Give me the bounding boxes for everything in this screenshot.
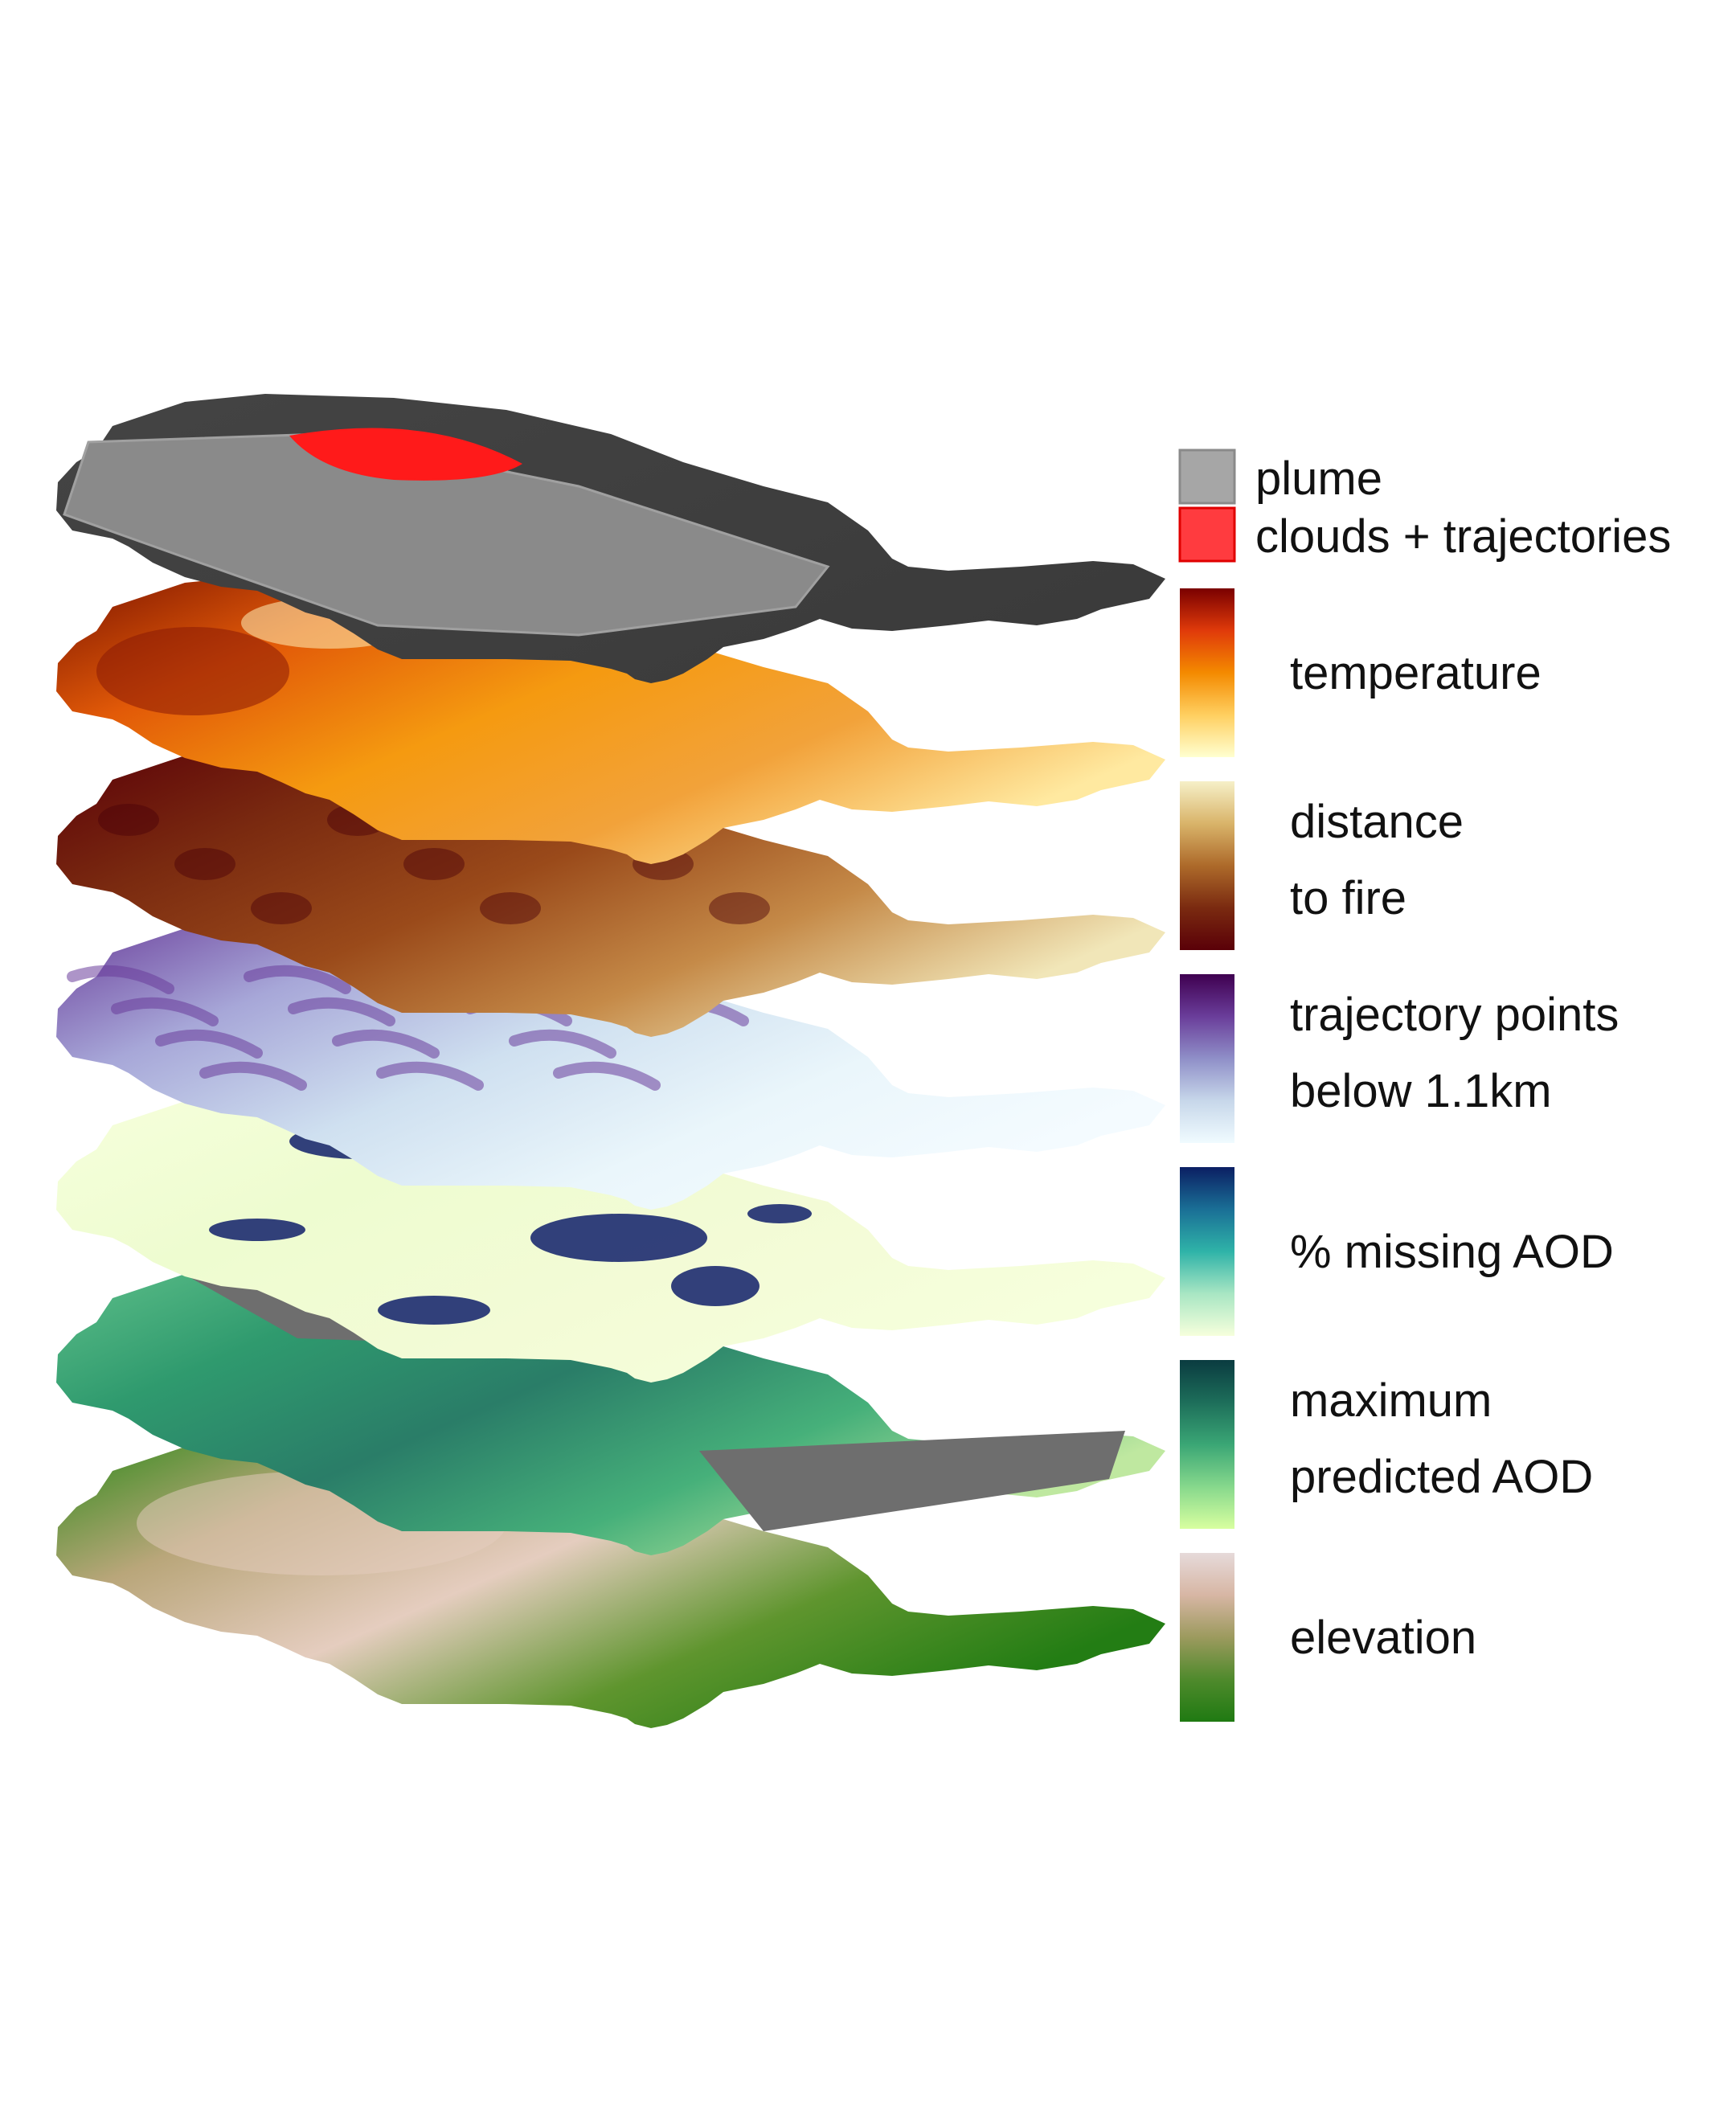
temperature-hot-region [96,627,289,715]
missing-aod-patch [671,1266,760,1306]
trajectory-streak [244,965,351,994]
distance-layer-surface [56,748,1165,1037]
distance-hotspot [98,804,159,836]
colorbar-label-distance: to fire [1290,872,1406,924]
distance-hotspot [403,848,465,880]
colorbar-label-maxaod: maximum [1290,1374,1492,1427]
trajectory-streak [199,1061,307,1091]
distance-hotspot [174,848,235,880]
colorbar-distance [1180,781,1234,950]
colorbar-label-trajectory: trajectory points [1290,989,1619,1041]
missing-aod-patch [378,1296,490,1325]
trajectory-streak [155,1029,263,1059]
colorbar-label-maxaod: predicted AOD [1290,1451,1593,1503]
colorbar-label-missing: % missing AOD [1290,1226,1614,1278]
legend-label: clouds + trajectories [1255,510,1671,563]
missing-aod-patch [530,1214,707,1262]
masked-area [699,1431,1125,1531]
trajectory-streak [67,965,174,994]
trajectory-streak [332,1029,440,1059]
colorbar-elevation [1180,1553,1234,1722]
missing-aod-patch [747,1204,812,1223]
trajectory-streak [376,1061,484,1091]
colorbar-trajectory [1180,974,1234,1143]
distance-hotspot [251,892,312,924]
map-layer-stack [56,394,1165,1728]
legend-label: plume [1255,453,1382,505]
colorbar-temperature [1180,588,1234,757]
trajectory-streak [509,1029,616,1059]
colorbar-maxaod [1180,1360,1234,1529]
map-layer-plume [56,394,1165,683]
clouds-trajectories-area [289,428,522,481]
colorbar-missing [1180,1167,1234,1336]
trajectory-streak [111,997,219,1026]
legend-key-plume [1178,449,1236,505]
colorbar-label-distance: distance [1290,796,1464,848]
colorbar-label-trajectory: below 1.1km [1290,1065,1552,1117]
trajectory-streak [553,1061,661,1091]
distance-hotspot [709,892,770,924]
distance-hotspot [480,892,541,924]
trajectory-streak [288,997,395,1026]
missing-aod-patch [209,1219,305,1241]
colorbar-label-elevation: elevation [1290,1612,1476,1664]
map-layer-temperature [56,575,1165,864]
colorbar-label-temperature: temperature [1290,647,1542,699]
legend-key-clouds-trajectories [1178,506,1236,563]
